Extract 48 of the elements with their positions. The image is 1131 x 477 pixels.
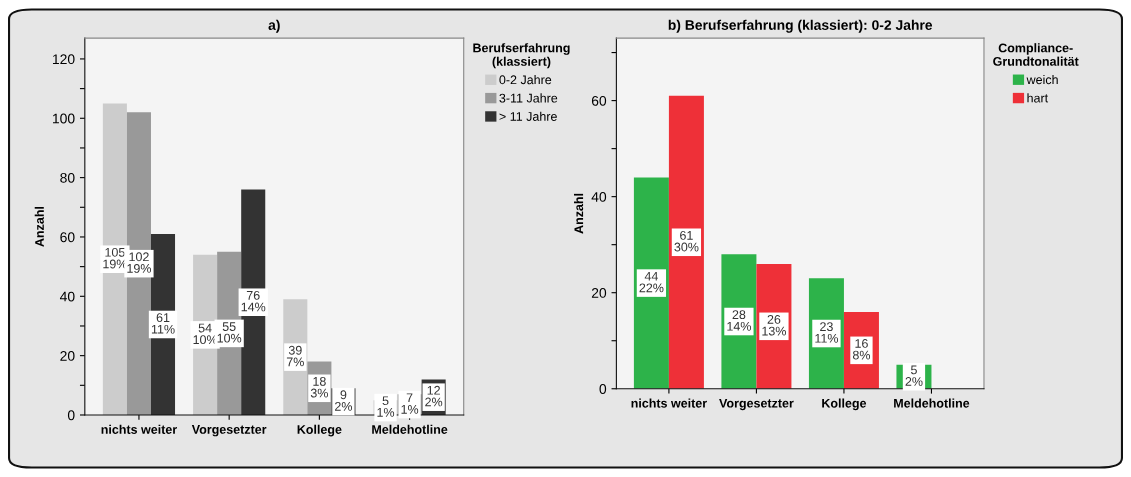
y-tick-label: 20: [591, 288, 607, 298]
data-label: 39 7%: [286, 345, 304, 367]
bar: [668, 95, 704, 389]
data-label: 5 2%: [905, 365, 923, 386]
data-label: 102 19%: [127, 252, 152, 273]
legend-label: 3-11 Jahre: [499, 93, 558, 103]
data-label: 28 14%: [727, 310, 751, 331]
data-label: 7 1%: [401, 393, 419, 414]
x-tick-label: Vorgesetzter: [719, 398, 794, 411]
y-tick-label: 60: [591, 95, 607, 106]
data-label: 61 30%: [674, 230, 699, 252]
data-label: 9 2%: [335, 390, 353, 411]
legend-label: hart: [1027, 93, 1049, 103]
x-tick-label: nichts weiter: [631, 398, 707, 408]
y-axis-title: Anzahl: [34, 206, 44, 247]
x-tick-label: Kollege: [297, 424, 342, 437]
data-label: 23 11%: [815, 322, 839, 343]
x-tick-label: nichts weiter: [101, 424, 177, 434]
legend-title: Compliance- Grundtonalität: [993, 43, 1079, 66]
data-label: 18 3%: [310, 376, 328, 398]
data-label: 76 14%: [241, 290, 266, 312]
data-label: 44 22%: [639, 271, 664, 293]
y-tick-label: 100: [52, 113, 75, 124]
data-label: 16 8%: [852, 339, 871, 360]
data-label: 61 11%: [151, 313, 175, 334]
y-tick-label: 120: [52, 54, 75, 65]
x-tick-label: Vorgesetzter: [191, 425, 267, 437]
x-tick-label: Kollege: [822, 398, 867, 411]
y-tick-label: 20: [60, 350, 75, 361]
data-label: 5 1%: [377, 396, 395, 417]
y-tick-label: 40: [59, 291, 75, 302]
legend-label: weich: [1026, 74, 1058, 85]
data-label: 12 2%: [425, 385, 443, 407]
y-tick-label: 80: [60, 172, 75, 183]
legend-title: Berufserfahrung (klassiert): [473, 43, 570, 69]
legend-label: 0-2 Jahre: [499, 75, 552, 85]
y-tick-label: 0: [599, 384, 607, 394]
y-tick-label: 60: [60, 232, 75, 243]
y-axis-title: Anzahl: [574, 193, 584, 234]
y-tick-label: 0: [67, 410, 75, 421]
legend-label: > 11 Jahre: [499, 111, 557, 121]
data-label: 55 10%: [217, 322, 242, 343]
chart-title: b) Berufserfahrung (klassiert): 0-2 Jahre: [668, 19, 933, 33]
y-tick-label: 40: [591, 191, 607, 202]
data-label: 26 13%: [762, 315, 786, 336]
chart-title: a): [268, 19, 280, 33]
x-tick-label: Meldehotline: [894, 398, 970, 408]
x-tick-label: Meldehotline: [372, 424, 448, 434]
